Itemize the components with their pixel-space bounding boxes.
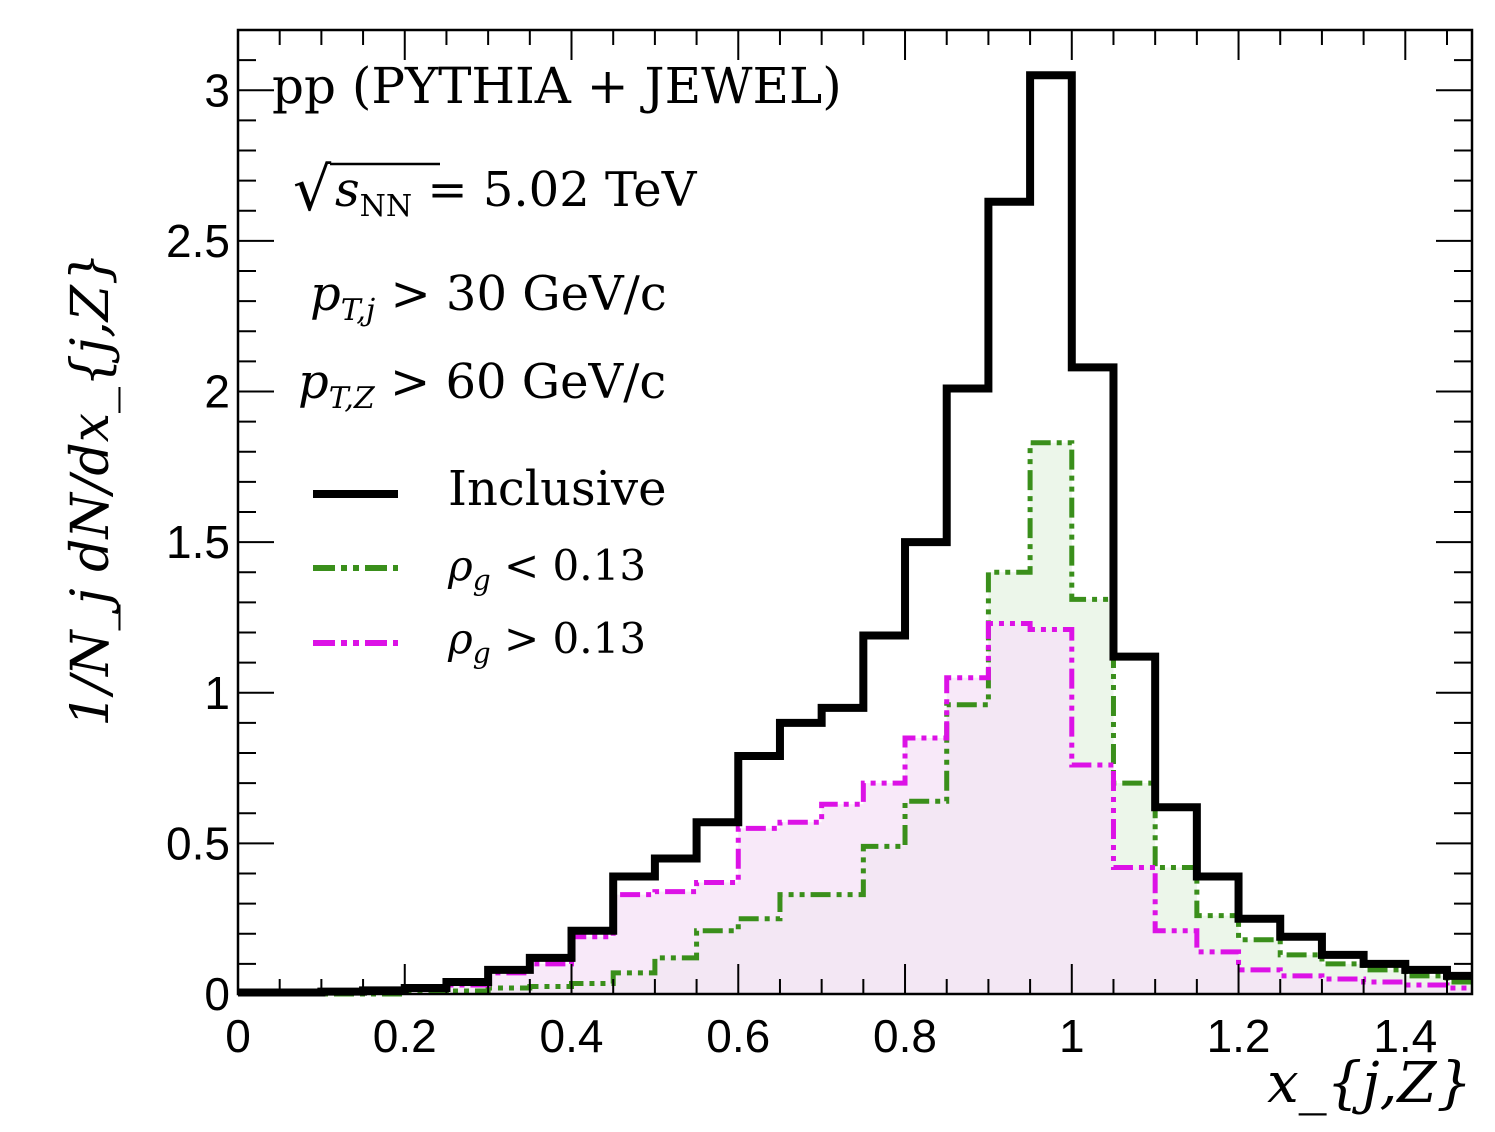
high-rho-sub: g: [473, 637, 491, 670]
low-rho-var: ρ: [447, 541, 473, 590]
z-pt-var: p: [298, 354, 329, 410]
series-line-1: [238, 440, 1472, 997]
axis-tick-labels: 0 0.2 0.4 0.6 0.8 1 1.2 1.4 0 0.5 1 1.5 2 2.5 3: [166, 64, 1437, 1062]
axis-ticks: [237, 29, 1472, 995]
legend-label-low-rho: ρg < 0.13: [447, 541, 646, 597]
series-fill-2: [238, 623, 1472, 994]
y-tick-label: 0: [204, 968, 230, 1020]
x-tick-label: 0.2: [373, 1010, 437, 1062]
y-tick-label: 3: [204, 64, 230, 116]
low-rho-sub: g: [473, 564, 491, 597]
y-tick-label: 0.5: [166, 817, 230, 869]
x-tick-label: 1.2: [1207, 1010, 1271, 1062]
energy-value: = 5.02 TeV: [412, 162, 698, 218]
legend-label-inclusive: Inclusive: [448, 461, 667, 517]
low-rho-rest: < 0.13: [491, 541, 646, 590]
y-axis-title: 1/N_j dN/dx_{j,Z}: [61, 252, 121, 727]
energy-sqrt-symbol: √: [293, 155, 332, 225]
x-tick-label: 1: [1059, 1010, 1085, 1062]
energy-var: s: [335, 162, 360, 218]
legend-label-high-rho: ρg > 0.13: [447, 614, 646, 670]
y-tick-label: 2.5: [166, 215, 230, 267]
y-tick-label: 1.5: [166, 516, 230, 568]
z-pt-cut: pT,Z > 60 GeV/c: [298, 354, 666, 416]
z-pt-value: > 60 GeV/c: [375, 354, 667, 410]
x-tick-label: 0: [225, 1010, 251, 1062]
x-tick-label: 0.8: [873, 1010, 937, 1062]
series-lines: [238, 71, 1472, 997]
jet-pt-value: > 30 GeV/c: [375, 266, 667, 322]
legend: Inclusive ρg < 0.13 ρg > 0.13: [313, 461, 667, 670]
energy-label: sNN = 5.02 TeV: [335, 162, 698, 224]
y-tick-label: 2: [204, 366, 230, 418]
energy-sub: NN: [360, 189, 413, 224]
z-pt-sub: T,Z: [329, 381, 376, 416]
jet-pt-cut: pT,j > 30 GeV/c: [310, 266, 667, 328]
series-fills: [238, 442, 1472, 994]
jet-pt-sub: T,j: [341, 293, 375, 328]
jet-pt-var: p: [310, 266, 341, 322]
x-tick-label: 0.6: [706, 1010, 770, 1062]
series-line-0: [238, 71, 1472, 997]
high-rho-rest: > 0.13: [491, 614, 646, 663]
x-tick-label: 0.4: [540, 1010, 604, 1062]
x-tick-label: 1.4: [1373, 1010, 1437, 1062]
chart-title: pp (PYTHIA + JEWEL): [272, 57, 842, 115]
y-tick-label: 1: [204, 667, 230, 719]
x-axis-title: x_{j,Z}: [1267, 1051, 1472, 1116]
energy-annotation: √ sNN = 5.02 TeV: [293, 155, 698, 225]
high-rho-var: ρ: [447, 614, 473, 663]
